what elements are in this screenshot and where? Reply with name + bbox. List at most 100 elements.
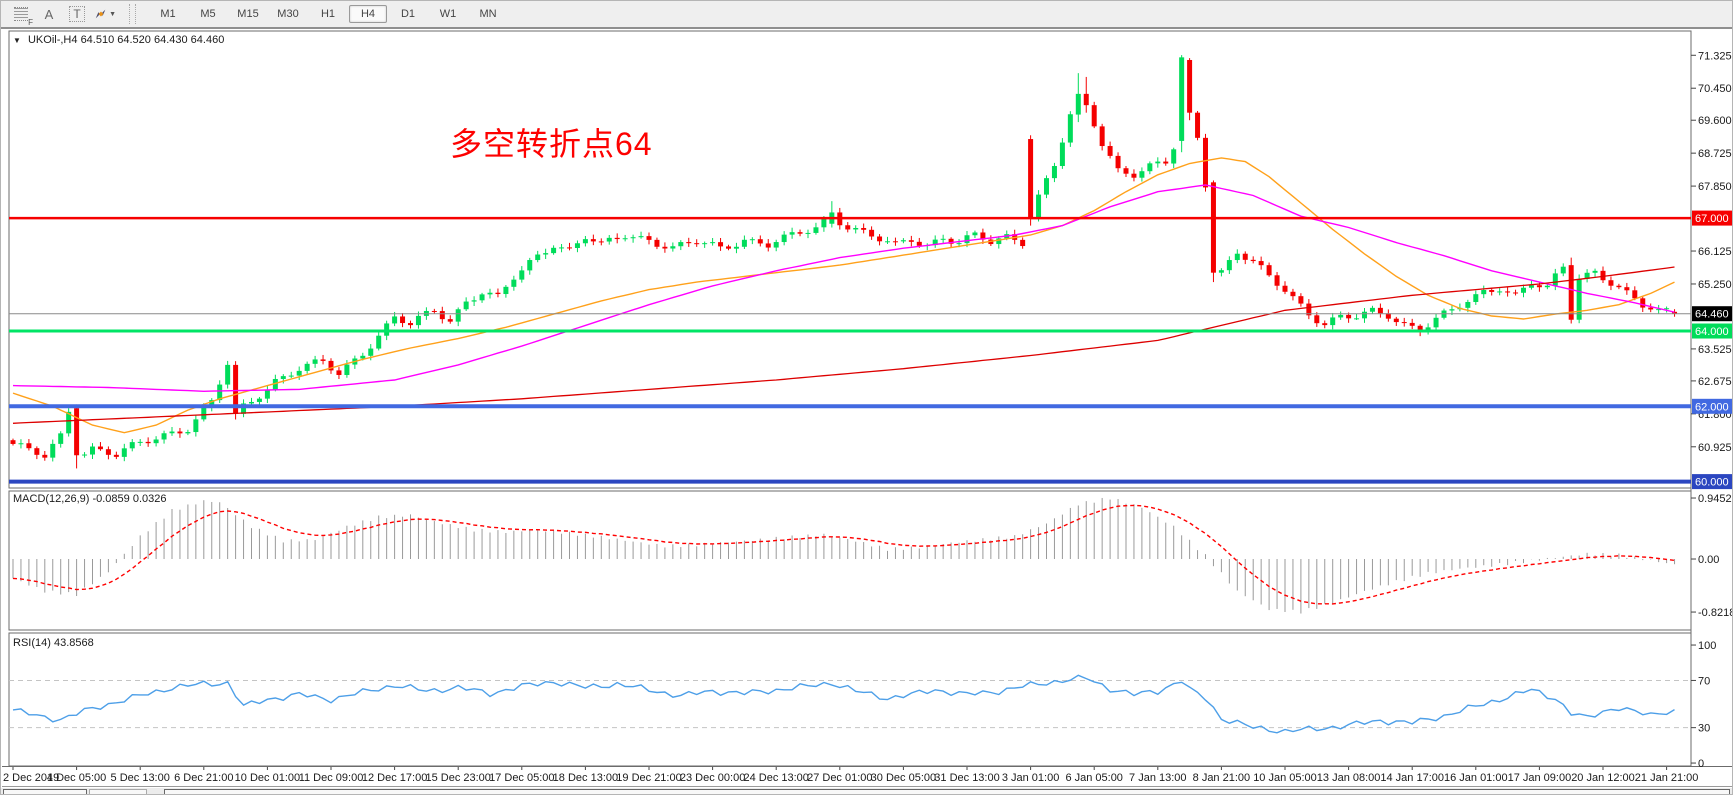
time-axis-label: 4 Dec 05:00	[47, 772, 106, 784]
timeframe-button-W1[interactable]: W1	[439, 8, 457, 20]
text-tool-glyph: T	[69, 6, 85, 22]
chart-annotation-text[interactable]: 多空转折点64	[450, 126, 653, 162]
time-axis-label: 17 Jan 09:00	[1508, 772, 1572, 784]
price-axis-label: 71.325	[1698, 50, 1732, 62]
price-tag-label: 67.000	[1695, 213, 1729, 225]
ma-fast-orange	[12, 157, 1675, 434]
timeframe-button-MN[interactable]: MN	[479, 8, 497, 20]
macd-signal-line	[12, 504, 1675, 605]
toolbar-grip[interactable]	[129, 4, 136, 24]
dropdown-caret-icon[interactable]: ▼	[109, 10, 116, 18]
time-axis-label: 11 Dec 09:00	[299, 772, 364, 784]
time-axis-label: 3 Jan 01:00	[1002, 772, 1060, 784]
time-axis-label: 24 Dec 13:00	[743, 772, 808, 784]
price-axis-label: 63.525	[1698, 344, 1732, 356]
time-axis-label: 30 Dec 05:00	[871, 772, 936, 784]
panel-frames	[2, 30, 1732, 787]
cursor-icon[interactable]: A	[44, 6, 54, 22]
timeframe-toolbar: M1 M5 M15 M30 H1 H4 D1 W1 MN	[148, 2, 508, 26]
chart-header: ▼ UKOil-,H4 64.510 64.520 64.430 64.460	[13, 34, 224, 46]
price-tag-label: 64.460	[1695, 309, 1729, 321]
price-tag	[1692, 306, 1732, 322]
price-tag-label: 60.000	[1695, 477, 1729, 489]
bottom-tab[interactable]	[3, 789, 87, 794]
time-axis-label: 23 Dec 00:00	[680, 772, 745, 784]
rsi-axis-label: 30	[1698, 723, 1710, 735]
timeframe-button-M5[interactable]: M5	[200, 8, 216, 20]
time-axis-label: 6 Jan 05:00	[1065, 772, 1123, 784]
candles-layer	[10, 55, 1678, 469]
horizontal-lines-layer	[9, 216, 1691, 484]
time-axis-label: 5 Dec 13:00	[111, 772, 170, 784]
toolbar: F A T ▼ M1 M5 M15 M30 H1 H4 D1 W1 MN	[1, 1, 1732, 29]
timeframe-button-D1[interactable]: D1	[400, 8, 416, 20]
rsi-layer: 100 70 30 0	[9, 640, 1716, 770]
macd-indicator-label: MACD(12,26,9) -0.0859 0.0326	[13, 493, 167, 505]
grid-glyph	[14, 7, 28, 21]
text-tool-icon[interactable]: T	[66, 4, 88, 24]
time-axis-label: 19 Dec 21:00	[616, 772, 681, 784]
timeframe-button-M15[interactable]: M15	[237, 8, 259, 20]
price-tag	[1692, 474, 1732, 490]
price-tag-label: 62.000	[1695, 401, 1729, 413]
macd-axis-label: 0.9452	[1698, 493, 1732, 505]
timeframe-button-M1[interactable]: M1	[160, 8, 176, 20]
time-axis-label: 10 Jan 05:00	[1253, 772, 1317, 784]
time-axis-label: 2 Dec 2019	[3, 772, 59, 784]
time-axis-label: 27 Dec 01:00	[807, 772, 872, 784]
time-axis-label: 17 Dec 05:00	[489, 772, 554, 784]
diagonal-arrows-glyph	[95, 9, 106, 19]
timeframe-button-H1[interactable]: H1	[320, 8, 336, 20]
drawing-tools-group: F A T ▼	[7, 2, 119, 27]
time-axis-label: 16 Jan 01:00	[1444, 772, 1508, 784]
time-axis-label: 12 Dec 17:00	[362, 772, 427, 784]
time-axis-label: 18 Dec 13:00	[553, 772, 618, 784]
price-axis-label: 68.725	[1698, 148, 1732, 160]
price-axis-label: 60.925	[1698, 442, 1732, 454]
time-axis-label: 7 Jan 13:00	[1129, 772, 1187, 784]
time-axis-label: 8 Jan 21:00	[1193, 772, 1251, 784]
timeframe-button-M30[interactable]: M30	[277, 8, 299, 20]
price-axis-label: 70.450	[1698, 83, 1732, 95]
rsi-axis-label: 0	[1698, 758, 1704, 770]
price-axis-label: 62.675	[1698, 376, 1732, 388]
time-axis-label: 6 Dec 21:00	[174, 772, 233, 784]
price-axis-label: 65.250	[1698, 279, 1732, 291]
ohlc-values: 64.510 64.520 64.430 64.460	[80, 34, 225, 46]
price-tag	[1692, 398, 1732, 414]
ma-slow-red	[12, 266, 1675, 424]
rsi-indicator-label: RSI(14) 43.8568	[13, 637, 94, 649]
bottom-tab[interactable]	[164, 789, 1730, 794]
price-tag	[1692, 210, 1732, 226]
macd-axis-label: 0.00	[1698, 554, 1719, 566]
time-axis-label: 15 Dec 23:00	[425, 772, 490, 784]
macd-layer: 0.9452 0.00 -0.8218	[12, 493, 1733, 619]
rsi-axis-label: 70	[1698, 675, 1710, 687]
price-axis-label: 67.850	[1698, 181, 1732, 193]
time-axis-label: 14 Jan 17:00	[1380, 772, 1444, 784]
timeframe-button-H4[interactable]: H4	[349, 5, 387, 23]
rsi-line	[12, 674, 1675, 734]
grid-f-label: F	[28, 18, 33, 27]
symbol-dropdown-icon[interactable]: ▼	[13, 36, 21, 45]
diagonal-arrows-icon[interactable]: ▼	[94, 4, 116, 24]
time-axis-label: 21 Jan 21:00	[1635, 772, 1699, 784]
price-axis-label: 69.600	[1698, 115, 1732, 127]
rsi-axis-label: 100	[1698, 640, 1716, 652]
price-tag-label: 64.000	[1695, 326, 1729, 338]
time-axis-label: 10 Dec 01:00	[235, 772, 300, 784]
price-axis: 71.325 70.450 69.600 68.725 67.850 66.125 65.2…	[1691, 50, 1732, 490]
bottom-tab[interactable]	[89, 789, 147, 794]
moving-averages-layer	[12, 157, 1675, 434]
indicator-grid-icon[interactable]: F	[10, 4, 33, 27]
bottom-tab-bar	[1, 788, 1732, 794]
ma-mid-magenta	[12, 184, 1675, 393]
macd-axis-label: -0.8218	[1698, 607, 1733, 619]
time-axis-label: 31 Dec 13:00	[934, 772, 999, 784]
price-tag	[1692, 323, 1732, 339]
symbol-title: UKOil-,H4	[27, 34, 78, 46]
time-axis-label: 13 Jan 08:00	[1317, 772, 1381, 784]
